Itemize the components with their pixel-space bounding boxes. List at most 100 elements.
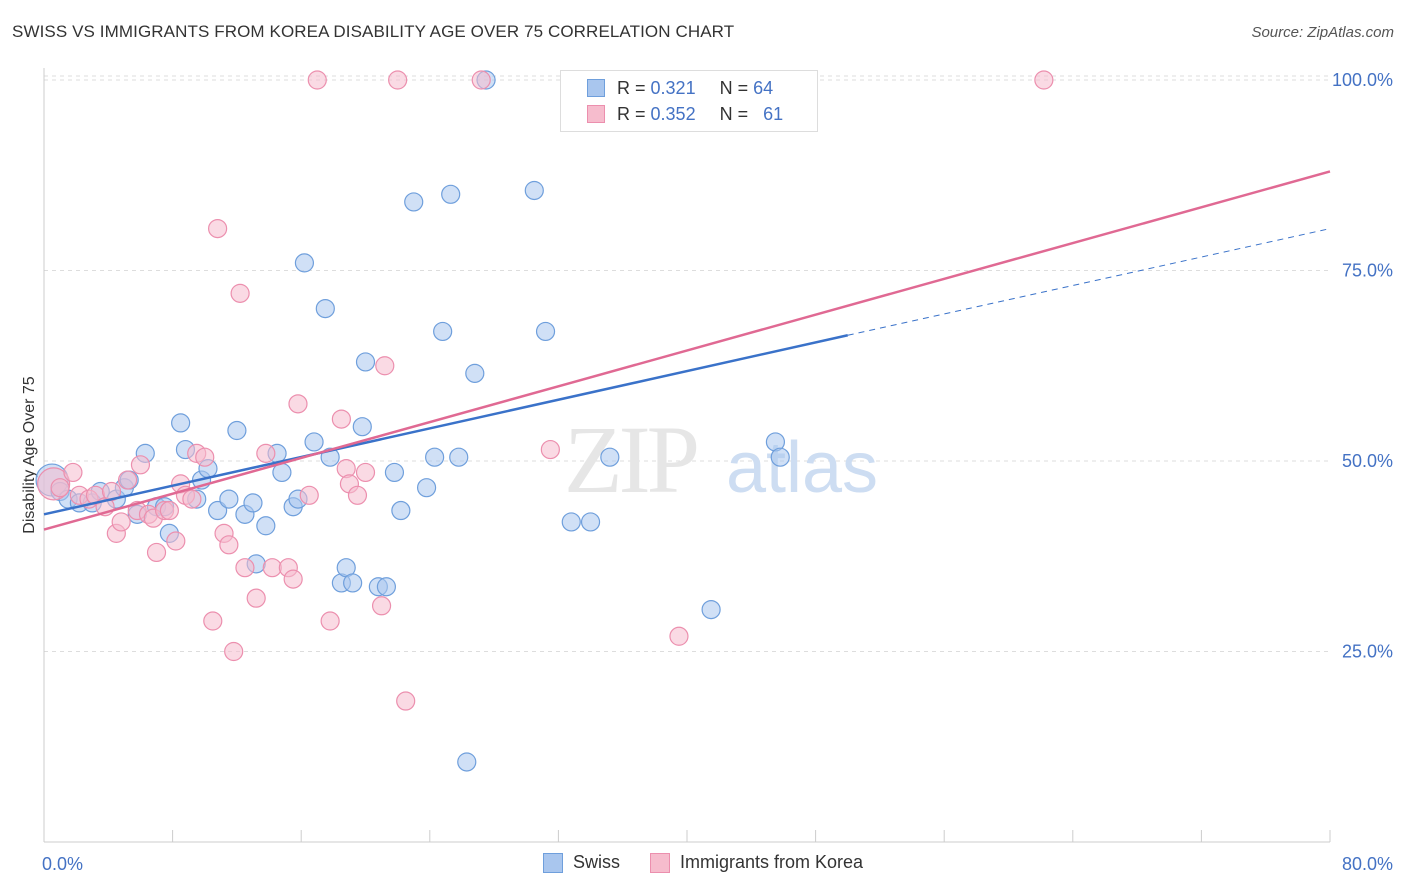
legend-item-korea: Immigrants from Korea — [649, 852, 864, 873]
legend-row-swiss: R = 0.321 N = 64 — [587, 75, 773, 101]
correlation-legend: R = 0.321 N = 64 R = 0.352 N = 61 — [560, 70, 818, 132]
chart-source: Source: ZipAtlas.com — [1251, 24, 1394, 41]
data-point — [288, 394, 308, 414]
trendline-swiss-extension — [847, 228, 1331, 336]
data-point — [404, 192, 424, 212]
data-point — [235, 558, 255, 578]
legend-swatch-swiss — [542, 852, 563, 873]
data-point — [227, 420, 247, 441]
watermark-zip: ZIP — [564, 406, 697, 513]
data-point — [246, 588, 266, 608]
swiss-n-label: N = — [719, 77, 749, 98]
data-point — [701, 599, 721, 620]
korea-r-value: 0.352 — [650, 103, 696, 124]
watermark-atlas: atlas — [726, 428, 878, 508]
data-point — [396, 691, 416, 711]
data-point — [146, 542, 167, 563]
data-point — [376, 577, 396, 597]
y-tick-label: 50.0% — [1342, 451, 1393, 471]
data-point — [130, 455, 151, 475]
data-point — [294, 253, 315, 273]
data-point — [219, 489, 239, 509]
data-point — [256, 516, 276, 536]
data-point — [425, 447, 445, 467]
data-point — [384, 462, 405, 483]
data-point — [117, 470, 138, 490]
trendline-swiss — [43, 334, 849, 516]
data-point — [433, 321, 453, 342]
data-point — [63, 462, 83, 483]
legend-label-swiss: Swiss — [572, 852, 620, 872]
data-point — [471, 70, 491, 90]
data-point — [580, 512, 601, 532]
swiss-n-value: 64 — [753, 77, 774, 98]
data-point — [262, 558, 282, 578]
data-point — [230, 283, 250, 303]
axes — [43, 68, 1331, 843]
data-point — [208, 500, 228, 521]
data-point — [416, 478, 437, 498]
data-point — [50, 478, 70, 498]
y-tick-label: 75.0% — [1342, 261, 1393, 281]
data-point — [320, 611, 340, 631]
data-point — [355, 462, 376, 483]
swiss-r-value: 0.321 — [650, 77, 696, 98]
data-point — [203, 611, 223, 631]
trendlines — [43, 170, 1331, 531]
data-point — [166, 531, 186, 551]
legend-row-korea: R = 0.352 N = 61 — [587, 101, 783, 127]
data-point — [283, 569, 303, 589]
data-point — [540, 439, 560, 460]
data-point — [208, 218, 228, 239]
swiss-r-label: R = — [617, 77, 646, 98]
data-point — [600, 447, 620, 467]
data-point — [669, 626, 689, 646]
legend-swatch-korea — [649, 852, 670, 873]
legend-label-korea: Immigrants from Korea — [679, 852, 864, 872]
korea-n-label: N = — [719, 103, 749, 124]
korea-r-label: R = — [617, 103, 646, 124]
swiss-swatch — [587, 79, 605, 97]
data-point — [159, 500, 179, 521]
data-point — [355, 352, 376, 372]
data-point — [111, 512, 131, 532]
data-point — [331, 409, 351, 429]
y-tick-label: 100.0% — [1332, 70, 1393, 90]
data-point — [1034, 70, 1054, 90]
data-point — [243, 493, 263, 513]
data-point — [171, 413, 191, 433]
data-point — [561, 512, 581, 532]
data-point — [465, 363, 485, 383]
data-point — [352, 417, 372, 437]
data-point — [256, 443, 276, 463]
data-point — [457, 752, 477, 772]
data-point — [182, 489, 202, 509]
data-point — [307, 70, 327, 90]
y-tick-label: 25.0% — [1342, 642, 1393, 662]
korea-n-value: 61 — [763, 103, 784, 124]
x-tick-label-min: 0.0% — [42, 854, 83, 874]
trendline-korea — [43, 170, 1331, 531]
chart-title: SWISS VS IMMIGRANTS FROM KOREA DISABILIT… — [12, 22, 735, 41]
data-point — [347, 485, 368, 505]
data-point — [441, 184, 461, 204]
data-point — [219, 535, 239, 555]
data-point — [315, 299, 335, 319]
data-point — [371, 596, 392, 616]
data-point — [299, 485, 319, 505]
tick-labels: 25.0% 50.0% 75.0% 100.0% 0.0% 80.0% — [42, 70, 1393, 874]
korea-swatch — [587, 105, 605, 123]
data-point — [770, 447, 790, 467]
data-point — [304, 432, 324, 452]
data-point — [535, 321, 556, 342]
data-point — [391, 500, 411, 521]
x-tick-label-max: 80.0% — [1342, 854, 1393, 874]
data-point — [524, 180, 544, 201]
data-point — [449, 447, 469, 467]
legend-item-swiss: Swiss — [542, 852, 620, 873]
data-point — [375, 356, 395, 376]
data-point — [224, 641, 244, 662]
data-point — [195, 447, 215, 467]
data-point — [388, 70, 408, 90]
